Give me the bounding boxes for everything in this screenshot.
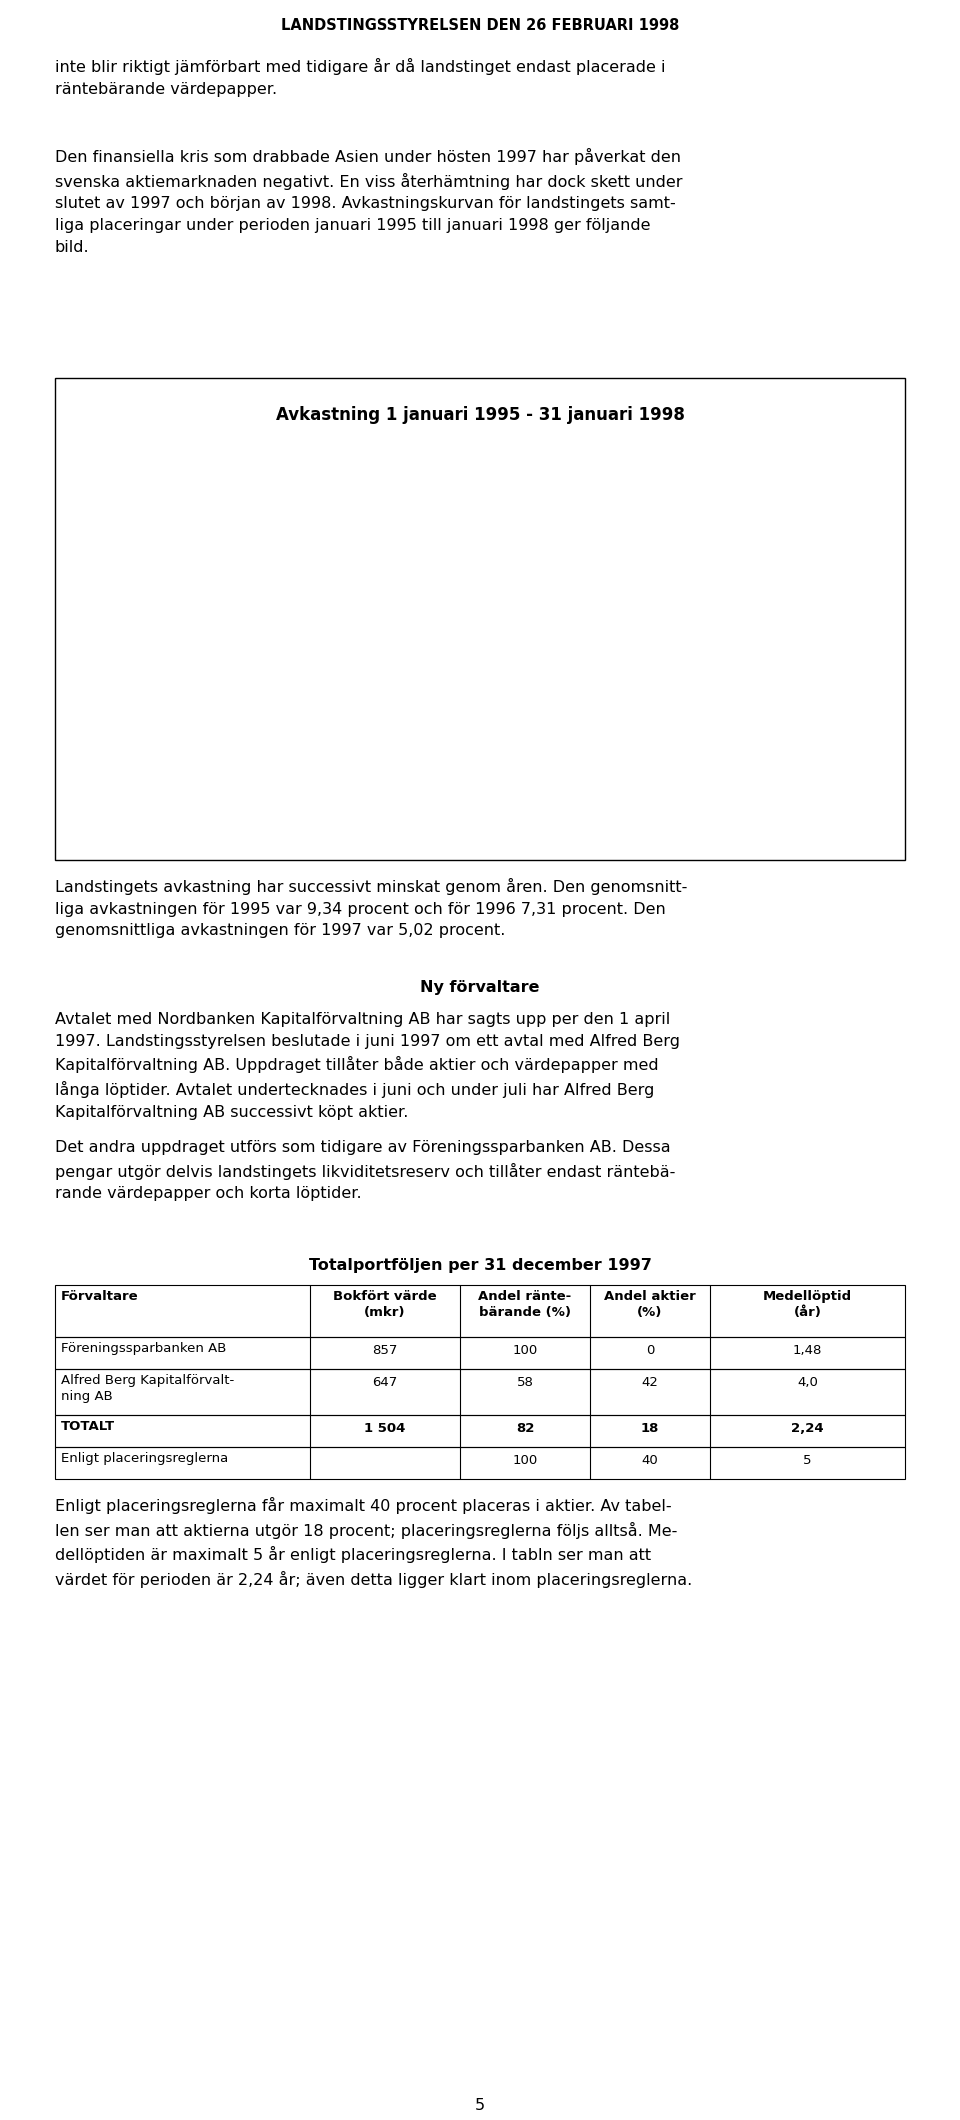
Text: Landstingets avkastning har successivt minskat genom åren. Den genomsnitt-
liga : Landstingets avkastning har successivt m…	[55, 878, 687, 939]
Text: Avtalet med Nordbanken Kapitalförvaltning AB har sagts upp per den 1 april
1997.: Avtalet med Nordbanken Kapitalförvaltnin…	[55, 1011, 680, 1119]
Text: Totalportföljen per 31 december 1997: Totalportföljen per 31 december 1997	[308, 1257, 652, 1272]
Text: 42: 42	[641, 1376, 659, 1389]
Text: Medellöptid
(år): Medellöptid (år)	[763, 1289, 852, 1319]
Text: 40: 40	[641, 1454, 659, 1467]
Text: 0: 0	[646, 1344, 654, 1357]
Text: 100: 100	[513, 1454, 538, 1467]
Text: inte blir riktigt jämförbart med tidigare år då landstinget endast placerade i
r: inte blir riktigt jämförbart med tidigar…	[55, 57, 665, 98]
Text: 5: 5	[475, 2099, 485, 2114]
Text: 58: 58	[516, 1376, 534, 1389]
Text: 4,0: 4,0	[797, 1376, 818, 1389]
Text: Föreningssparbanken AB: Föreningssparbanken AB	[61, 1342, 227, 1355]
X-axis label: Period: Period	[481, 814, 535, 829]
Text: 647: 647	[372, 1376, 397, 1389]
Text: LANDSTINGSSTYRELSEN DEN 26 FEBRUARI 1998: LANDSTINGSSTYRELSEN DEN 26 FEBRUARI 1998	[281, 17, 679, 34]
Text: Bokfört värde
(mkr): Bokfört värde (mkr)	[333, 1289, 437, 1319]
Text: Andel aktier
(%): Andel aktier (%)	[604, 1289, 696, 1319]
Text: 18: 18	[641, 1423, 660, 1435]
Text: Enligt placeringsreglerna får maximalt 40 procent placeras i aktier. Av tabel-
l: Enligt placeringsreglerna får maximalt 4…	[55, 1497, 692, 1588]
Y-axis label: Procent: Procent	[84, 585, 97, 638]
Text: 2,24: 2,24	[791, 1423, 824, 1435]
Text: Det andra uppdraget utförs som tidigare av Föreningssparbanken AB. Dessa
pengar : Det andra uppdraget utförs som tidigare …	[55, 1141, 676, 1202]
Text: 82: 82	[516, 1423, 534, 1435]
Text: Avkastning 1 januari 1995 - 31 januari 1998: Avkastning 1 januari 1995 - 31 januari 1…	[276, 407, 684, 424]
Text: Förvaltare: Förvaltare	[61, 1289, 138, 1304]
Text: 100: 100	[513, 1344, 538, 1357]
Text: Enligt placeringsreglerna: Enligt placeringsreglerna	[61, 1452, 228, 1465]
Text: 857: 857	[372, 1344, 397, 1357]
Text: Alfred Berg Kapitalförvalt-
ning AB: Alfred Berg Kapitalförvalt- ning AB	[61, 1374, 234, 1403]
Text: TOTALT: TOTALT	[61, 1420, 115, 1433]
Text: 5: 5	[804, 1454, 812, 1467]
Text: Ny förvaltare: Ny förvaltare	[420, 979, 540, 994]
Text: 1 504: 1 504	[364, 1423, 406, 1435]
Text: Den finansiella kris som drabbade Asien under hösten 1997 har påverkat den
svens: Den finansiella kris som drabbade Asien …	[55, 148, 683, 254]
Text: 1,48: 1,48	[793, 1344, 822, 1357]
Text: Andel ränte-
bärande (%): Andel ränte- bärande (%)	[478, 1289, 571, 1319]
